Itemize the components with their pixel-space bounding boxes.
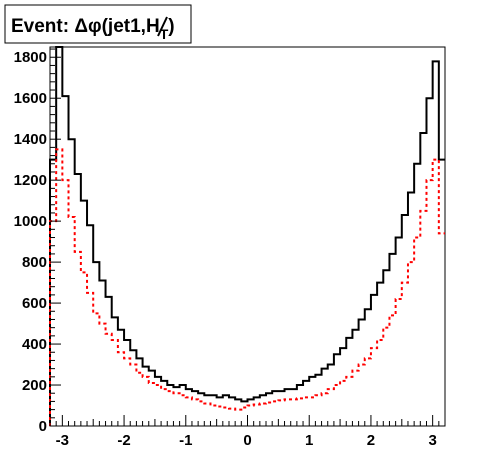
y-tick-label: 1000 (14, 213, 47, 230)
y-tick-label: 1800 (14, 49, 47, 66)
title-met-slash (157, 16, 168, 37)
title-subscript: T (160, 26, 169, 42)
x-tick-label: -3 (56, 432, 69, 449)
x-tick-label: 0 (243, 432, 251, 449)
y-axis: 0 200 400 600 800 1000 1200 1400 1600 1800 (14, 48, 61, 435)
title-met-symbol: H (146, 16, 160, 37)
x-tick-label: -2 (117, 432, 130, 449)
title-symbol: Δφ (74, 16, 101, 37)
x-tick-label: -1 (179, 432, 192, 449)
series-group (49, 46, 445, 426)
histogram-series-2 (49, 148, 445, 426)
y-tick-label: 600 (22, 295, 47, 312)
y-tick-label: 200 (22, 377, 47, 394)
histogram-series-1 (49, 46, 445, 426)
title-inner: (jet1, (102, 16, 146, 37)
title-box (4, 4, 192, 44)
title-suffix: ) (168, 16, 174, 37)
y-tick-label: 1200 (14, 172, 47, 189)
x-axis: -3 -2 -1 0 1 2 3 (49, 415, 446, 449)
y-tick-label: 1600 (14, 90, 47, 107)
y-tick-label: 0 (39, 418, 47, 435)
plot-frame (49, 46, 446, 427)
x-tick-label: 1 (305, 432, 313, 449)
y-tick-label: 400 (22, 336, 47, 353)
title-prefix: Event: (11, 16, 74, 37)
x-tick-label: 3 (428, 432, 436, 449)
y-tick-label: 800 (22, 254, 47, 271)
y-tick-label: 1400 (14, 131, 47, 148)
x-tick-label: 2 (367, 432, 375, 449)
chart-title: Event: Δφ(jet1,HT) (11, 16, 175, 42)
